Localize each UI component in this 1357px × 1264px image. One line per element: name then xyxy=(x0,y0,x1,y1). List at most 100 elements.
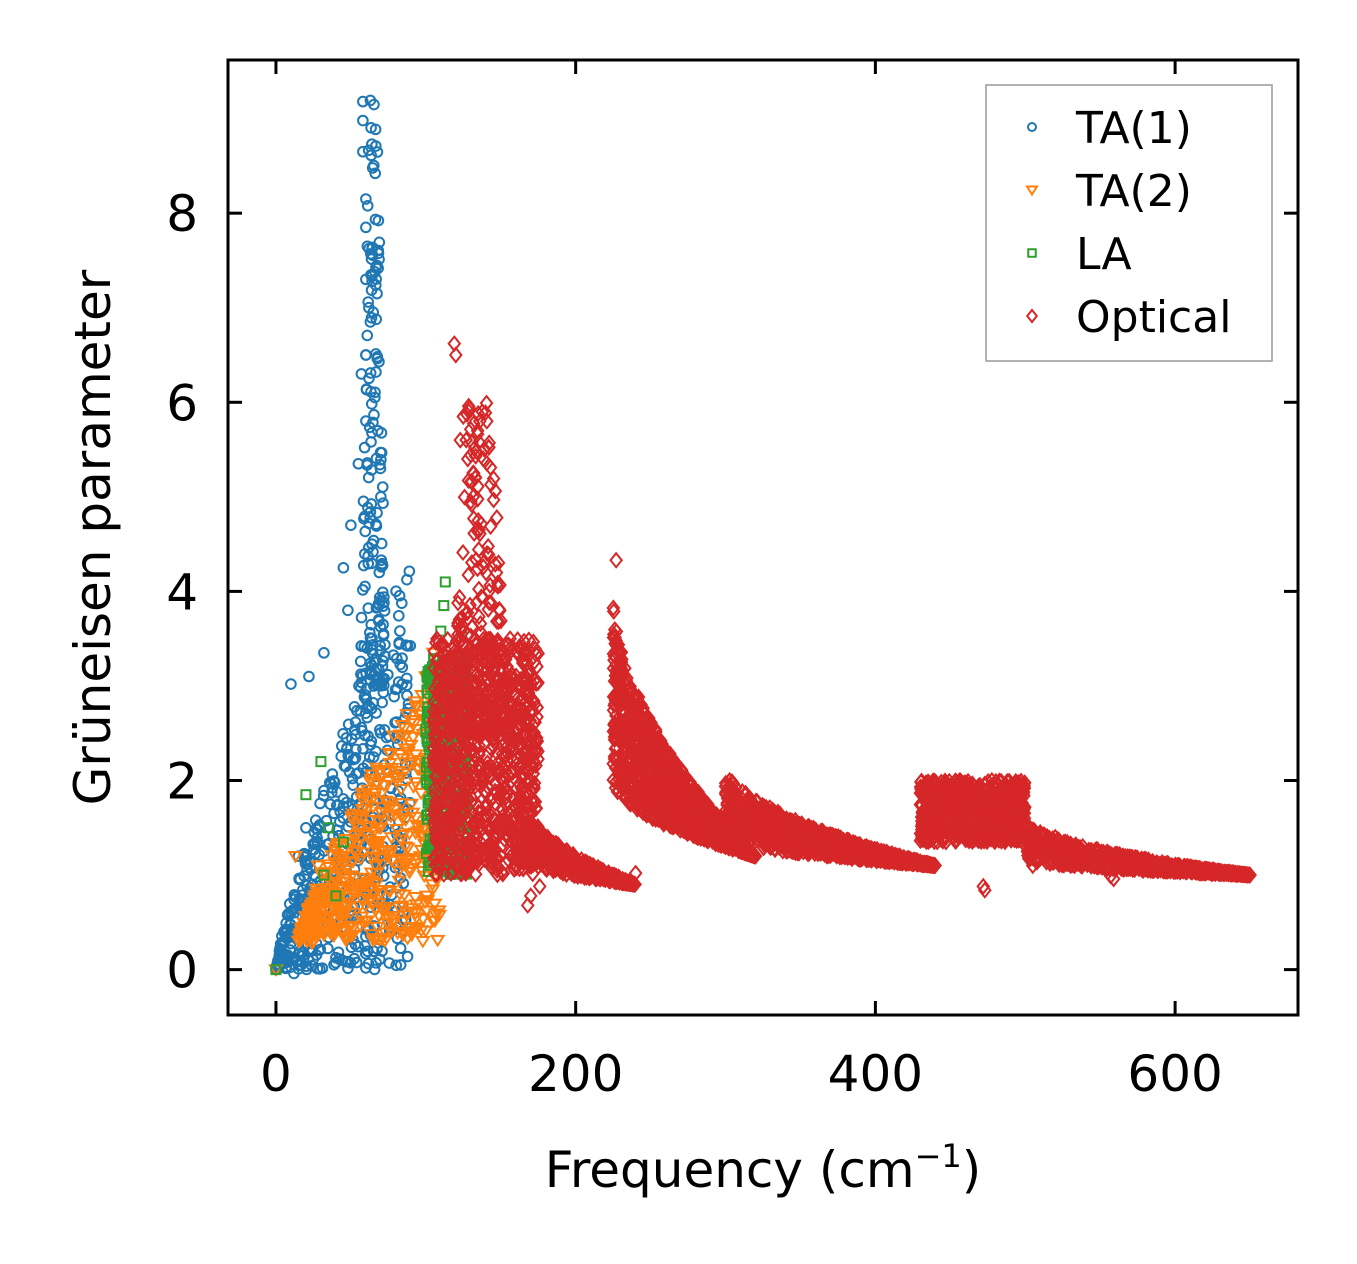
data-point xyxy=(360,221,372,234)
data-point xyxy=(413,787,429,801)
data-point xyxy=(388,690,400,703)
data-point xyxy=(357,95,369,108)
data-point xyxy=(469,594,484,612)
data-point xyxy=(318,647,330,659)
data-point xyxy=(340,955,352,968)
data-point xyxy=(524,759,539,777)
data-point xyxy=(369,213,382,226)
data-point xyxy=(374,644,387,657)
data-point xyxy=(439,576,451,588)
data-point xyxy=(327,842,343,856)
data-point xyxy=(409,826,426,839)
data-point xyxy=(493,785,508,803)
data-point xyxy=(327,775,340,787)
data-point xyxy=(395,830,411,843)
data-point xyxy=(364,769,380,783)
data-point xyxy=(345,856,362,869)
data-point xyxy=(377,497,389,509)
data-point xyxy=(467,439,482,457)
data-point xyxy=(351,704,363,717)
data-point xyxy=(394,900,411,913)
data-point xyxy=(494,612,508,630)
data-point xyxy=(345,845,362,858)
data-point xyxy=(377,845,394,859)
data-point xyxy=(375,679,387,692)
data-point xyxy=(460,644,474,662)
data-point xyxy=(432,859,447,878)
data-point xyxy=(679,823,694,841)
data-point xyxy=(562,853,577,871)
data-point xyxy=(549,836,564,854)
data-point xyxy=(515,827,530,846)
data-point xyxy=(424,884,441,898)
data-point xyxy=(640,746,655,764)
data-point xyxy=(525,723,539,742)
data-point xyxy=(464,627,478,645)
data-point xyxy=(461,686,476,704)
data-point xyxy=(347,872,363,886)
data-point xyxy=(474,661,489,680)
data-point xyxy=(467,747,481,765)
data-point xyxy=(470,695,484,713)
data-point xyxy=(392,609,405,622)
data-point xyxy=(467,700,482,719)
data-point xyxy=(479,412,494,430)
data-point xyxy=(682,823,696,841)
data-point xyxy=(463,681,478,699)
data-point xyxy=(370,707,382,719)
data-point xyxy=(372,424,384,437)
data-point xyxy=(357,495,370,508)
data-point xyxy=(382,849,398,862)
data-point xyxy=(369,123,382,136)
data-point xyxy=(700,805,715,823)
data-point xyxy=(345,921,362,935)
data-point xyxy=(390,585,402,598)
data-point xyxy=(747,847,762,865)
data-point xyxy=(637,747,652,765)
data-point xyxy=(337,728,349,740)
data-point xyxy=(448,645,463,663)
data-point xyxy=(357,762,370,775)
data-point xyxy=(359,877,376,890)
data-point xyxy=(371,287,383,300)
data-point xyxy=(400,672,413,685)
data-point xyxy=(481,438,496,456)
data-point xyxy=(279,924,291,936)
data-point xyxy=(490,765,505,783)
data-point xyxy=(365,464,378,476)
data-point xyxy=(437,671,452,689)
data-point xyxy=(362,296,374,308)
data-point xyxy=(628,875,642,893)
data-point xyxy=(610,750,625,768)
data-point xyxy=(525,846,540,864)
data-point xyxy=(320,814,333,827)
data-point xyxy=(405,781,422,795)
data-point xyxy=(507,860,521,878)
data-point xyxy=(294,955,307,968)
data-point xyxy=(376,559,389,572)
data-point xyxy=(408,899,425,912)
data-point xyxy=(358,441,371,454)
data-point xyxy=(358,510,371,523)
data-point xyxy=(393,636,405,649)
data-point xyxy=(686,809,701,827)
data-point xyxy=(491,677,505,695)
data-point xyxy=(529,757,543,775)
data-point xyxy=(369,921,386,935)
data-point xyxy=(368,878,385,891)
data-point xyxy=(355,611,368,624)
data-point xyxy=(514,817,529,836)
data-point xyxy=(620,698,635,716)
data-point xyxy=(473,615,488,633)
data-point xyxy=(379,765,396,778)
data-point xyxy=(361,329,374,342)
data-point xyxy=(362,875,379,888)
data-point xyxy=(414,865,431,879)
data-point xyxy=(370,518,382,531)
data-point xyxy=(490,754,505,772)
data-point xyxy=(459,431,474,449)
data-point xyxy=(490,857,505,875)
data-point xyxy=(385,917,402,931)
data-point xyxy=(652,755,667,773)
data-point xyxy=(364,657,377,670)
